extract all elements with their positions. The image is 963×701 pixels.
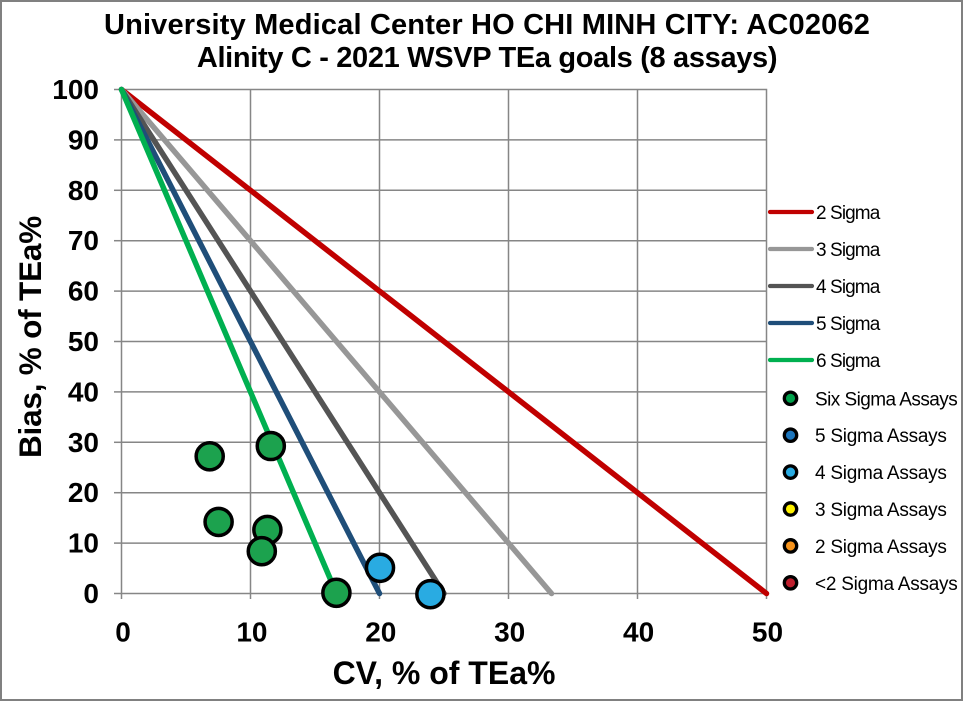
svg-text:40: 40	[68, 376, 99, 407]
svg-text:50: 50	[68, 326, 99, 357]
svg-text:University Medical Center HO C: University Medical Center HO CHI MINH CI…	[104, 9, 870, 41]
svg-text:20: 20	[365, 617, 396, 648]
svg-text:5 Sigma: 5 Sigma	[816, 314, 881, 335]
svg-text:90: 90	[68, 124, 99, 155]
svg-text:50: 50	[752, 617, 783, 648]
svg-text:6 Sigma: 6 Sigma	[816, 351, 881, 372]
svg-text:80: 80	[68, 175, 99, 206]
svg-text:3 Sigma Assays: 3 Sigma Assays	[815, 500, 947, 521]
svg-text:5 Sigma Assays: 5 Sigma Assays	[815, 426, 947, 447]
svg-text:CV, % of TEa%: CV, % of TEa%	[333, 655, 556, 691]
svg-text:2 Sigma Assays: 2 Sigma Assays	[815, 537, 947, 558]
svg-text:Six Sigma Assays: Six Sigma Assays	[815, 389, 957, 410]
svg-text:0: 0	[83, 578, 99, 609]
svg-text:4 Sigma Assays: 4 Sigma Assays	[815, 463, 947, 484]
svg-text:100: 100	[52, 74, 99, 105]
svg-text:<2 Sigma Assays: <2 Sigma Assays	[815, 574, 958, 595]
svg-text:2 Sigma: 2 Sigma	[816, 203, 881, 224]
svg-text:20: 20	[68, 477, 99, 508]
svg-text:10: 10	[68, 528, 99, 559]
svg-text:Alinity C - 2021 WSVP TEa goal: Alinity C - 2021 WSVP TEa goals (8 assay…	[197, 42, 777, 74]
svg-text:30: 30	[68, 427, 99, 458]
svg-text:10: 10	[236, 617, 267, 648]
svg-text:40: 40	[623, 617, 654, 648]
svg-text:3 Sigma: 3 Sigma	[816, 240, 881, 261]
svg-text:60: 60	[68, 276, 99, 307]
svg-text:Bias, % of TEa%: Bias, % of TEa%	[12, 216, 48, 458]
svg-text:30: 30	[494, 617, 525, 648]
svg-text:0: 0	[115, 617, 131, 648]
svg-text:70: 70	[68, 225, 99, 256]
svg-text:4 Sigma: 4 Sigma	[816, 277, 881, 298]
